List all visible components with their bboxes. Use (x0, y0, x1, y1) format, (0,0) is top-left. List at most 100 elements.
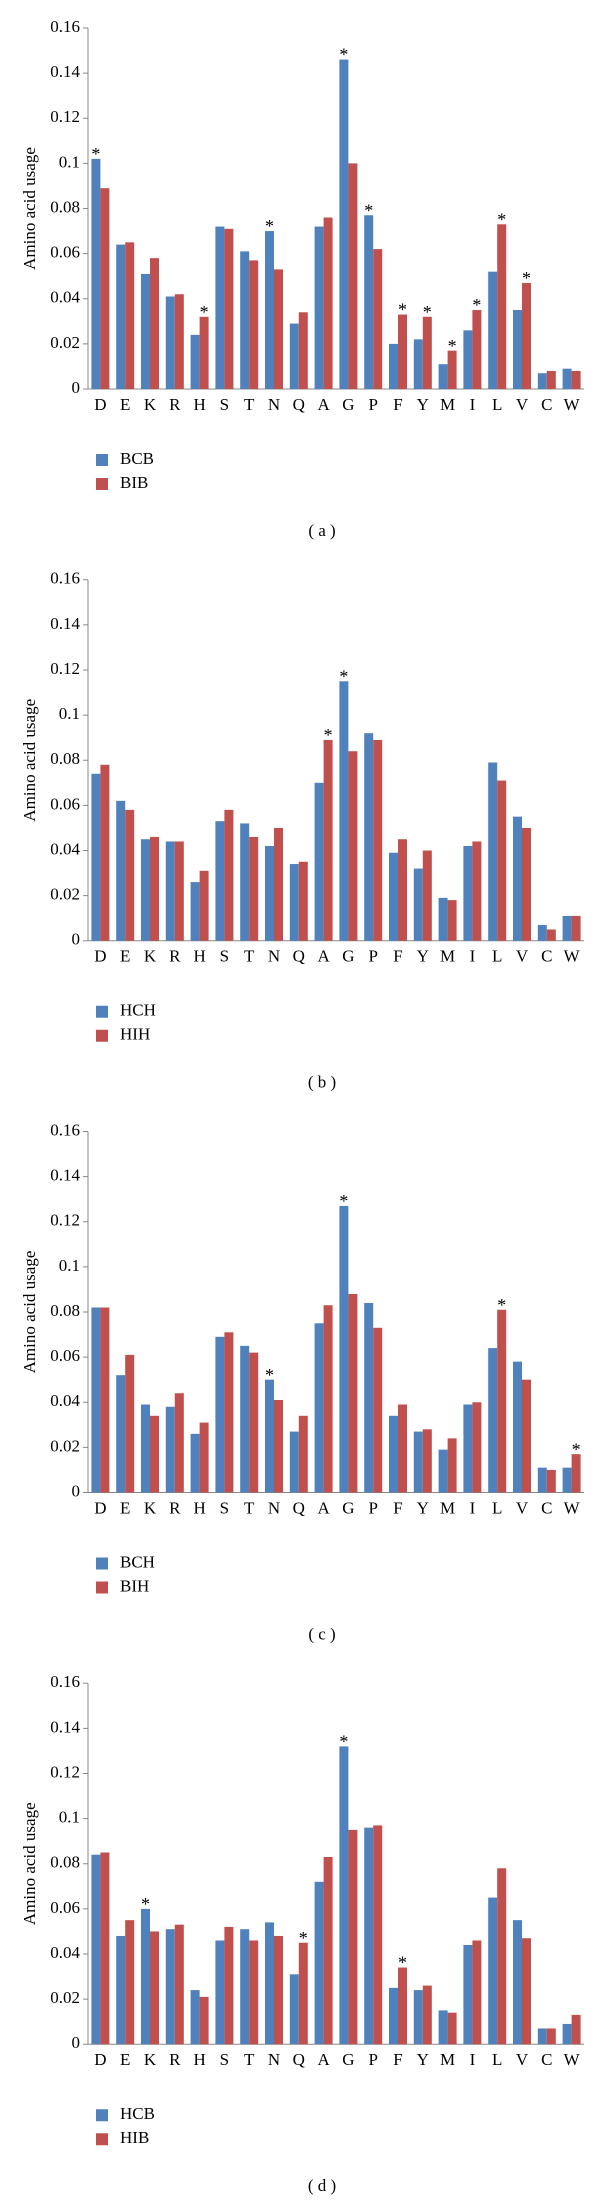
bar (571, 1454, 581, 1493)
y-tick-label: 0.14 (50, 1717, 80, 1736)
bar (497, 224, 507, 389)
bar (339, 681, 349, 941)
bar (463, 1404, 473, 1493)
y-tick-label: 0.08 (50, 197, 80, 216)
bar (389, 852, 398, 941)
y-tick-label: 0.1 (59, 152, 80, 171)
bar (413, 1990, 423, 2045)
chart-panel: Amino acid usage 0 0.02 0.04 0.06 0.08 0.1 0.12… (20, 17, 584, 540)
bar (497, 1309, 507, 1493)
bar (298, 312, 308, 389)
bar (141, 1404, 150, 1493)
bar (190, 1433, 200, 1493)
significance-mark: * (200, 302, 209, 322)
x-tick-label: H (193, 1498, 205, 1517)
bar (438, 2010, 448, 2045)
bar (537, 373, 547, 389)
bar (339, 1205, 349, 1493)
bar (240, 1345, 250, 1493)
x-tick-label: H (193, 395, 205, 414)
y-tick-label: 0.12 (50, 1211, 80, 1230)
bar (249, 836, 259, 941)
x-tick-label: N (268, 1498, 280, 1517)
bar (100, 188, 110, 389)
y-tick-label: 0.16 (50, 1120, 80, 1139)
bar (174, 1924, 184, 2045)
y-tick-label: 0 (72, 378, 81, 397)
bar (215, 821, 225, 941)
legend-label: BIB (120, 473, 148, 492)
x-tick-label: V (516, 1498, 529, 1517)
bar (323, 1305, 333, 1493)
bar (537, 1467, 547, 1493)
x-tick-label: A (317, 2050, 330, 2069)
bar (274, 1399, 283, 1493)
bar (422, 1429, 432, 1493)
bar (339, 1746, 349, 2045)
x-tick-label: H (193, 2050, 205, 2069)
bar (323, 1856, 333, 2045)
bar (224, 809, 234, 941)
bar (116, 1935, 126, 2045)
bar (398, 839, 407, 941)
bar (571, 2014, 581, 2045)
x-tick-label: M (440, 395, 455, 414)
bar (249, 260, 259, 389)
bar (562, 2023, 572, 2045)
bar (571, 370, 581, 389)
bar (398, 314, 407, 389)
bar (472, 841, 482, 941)
bar (240, 1929, 250, 2045)
bar (513, 1920, 522, 2045)
bar (215, 226, 225, 389)
bar (190, 1990, 200, 2045)
bar (398, 1967, 407, 2045)
y-tick-label: 0.1 (59, 704, 80, 723)
x-tick-label: R (169, 2050, 181, 2069)
legend-swatch (96, 1557, 108, 1570)
bar (174, 841, 184, 941)
bar (546, 2028, 556, 2045)
x-tick-label: V (516, 947, 529, 966)
bar (190, 334, 200, 389)
bar (141, 1908, 150, 2045)
legend-label: BCH (120, 1552, 155, 1571)
bar (249, 1940, 259, 2045)
bar (522, 1938, 531, 2045)
bar (265, 1379, 274, 1493)
x-tick-label: D (94, 395, 106, 414)
bar (348, 751, 358, 941)
x-tick-label: W (564, 1498, 581, 1517)
x-tick-label: L (492, 2050, 502, 2069)
bar (497, 1868, 507, 2045)
bar (116, 800, 126, 941)
significance-mark: * (398, 1953, 407, 1973)
x-tick-label: M (440, 1498, 455, 1517)
bar (215, 1336, 225, 1493)
bar (373, 249, 383, 389)
bar (199, 1422, 209, 1493)
x-tick-label: P (368, 1498, 377, 1517)
bar (447, 350, 457, 389)
x-tick-label: W (564, 2050, 581, 2069)
bar (373, 1327, 383, 1493)
x-tick-label: E (120, 395, 130, 414)
bar (348, 1293, 358, 1493)
bar (125, 242, 135, 389)
x-tick-label: D (94, 2050, 106, 2069)
x-tick-label: C (541, 2050, 552, 2069)
bar (389, 343, 398, 389)
legend-swatch (96, 1581, 108, 1594)
chart-panel: Amino acid usage 0 0.02 0.04 0.06 0.08 0.1 0.12… (20, 1120, 584, 1643)
significance-mark: * (299, 1928, 308, 1948)
bar (562, 1467, 572, 1493)
x-tick-label: I (470, 947, 476, 966)
bar (488, 271, 498, 389)
bar (125, 809, 135, 941)
chart-panel: Amino acid usage 0 0.02 0.04 0.06 0.08 0.1 0.12… (20, 1672, 584, 2195)
x-tick-label: F (393, 2050, 402, 2069)
significance-mark: * (398, 300, 407, 320)
bar (265, 231, 274, 389)
x-tick-label: M (440, 2050, 455, 2069)
bar (265, 1922, 274, 2045)
